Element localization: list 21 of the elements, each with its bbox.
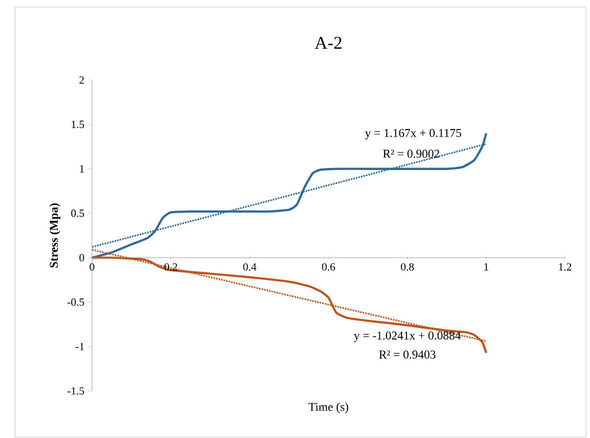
y-tick-label: 0 [79,254,84,262]
x-tick-label: 1.2 [559,263,572,271]
y-tick-label: -1.5 [68,387,84,395]
chart-title: A-2 [314,36,342,49]
y-tick-label: 1 [80,165,84,172]
y-axis-title: Stress (Mpa) [49,203,60,268]
x-tick-label: 0.6 [322,263,336,271]
x-tick-label: 1 [484,263,488,270]
x-axis-title: Time (s) [308,402,348,414]
y-tick-label: 1.5 [72,120,84,128]
y-tick-label: 2 [79,76,84,84]
y-tick-label: 0.5 [71,210,84,217]
y-tick-label: -0.5 [68,298,84,306]
annotation: R² = 0.9403 [379,350,436,359]
annotation: y = 1.167x + 0.1175 [365,128,462,140]
annotation: R² = 0.9002 [383,150,440,158]
x-tick-label: 0.4 [243,263,256,271]
x-tick-label: 0 [90,263,94,271]
y-tick-label: -1 [76,342,84,350]
x-tick-label: 0.8 [400,263,414,271]
annotation: y = -1.0241x + 0.0884 [354,332,461,342]
